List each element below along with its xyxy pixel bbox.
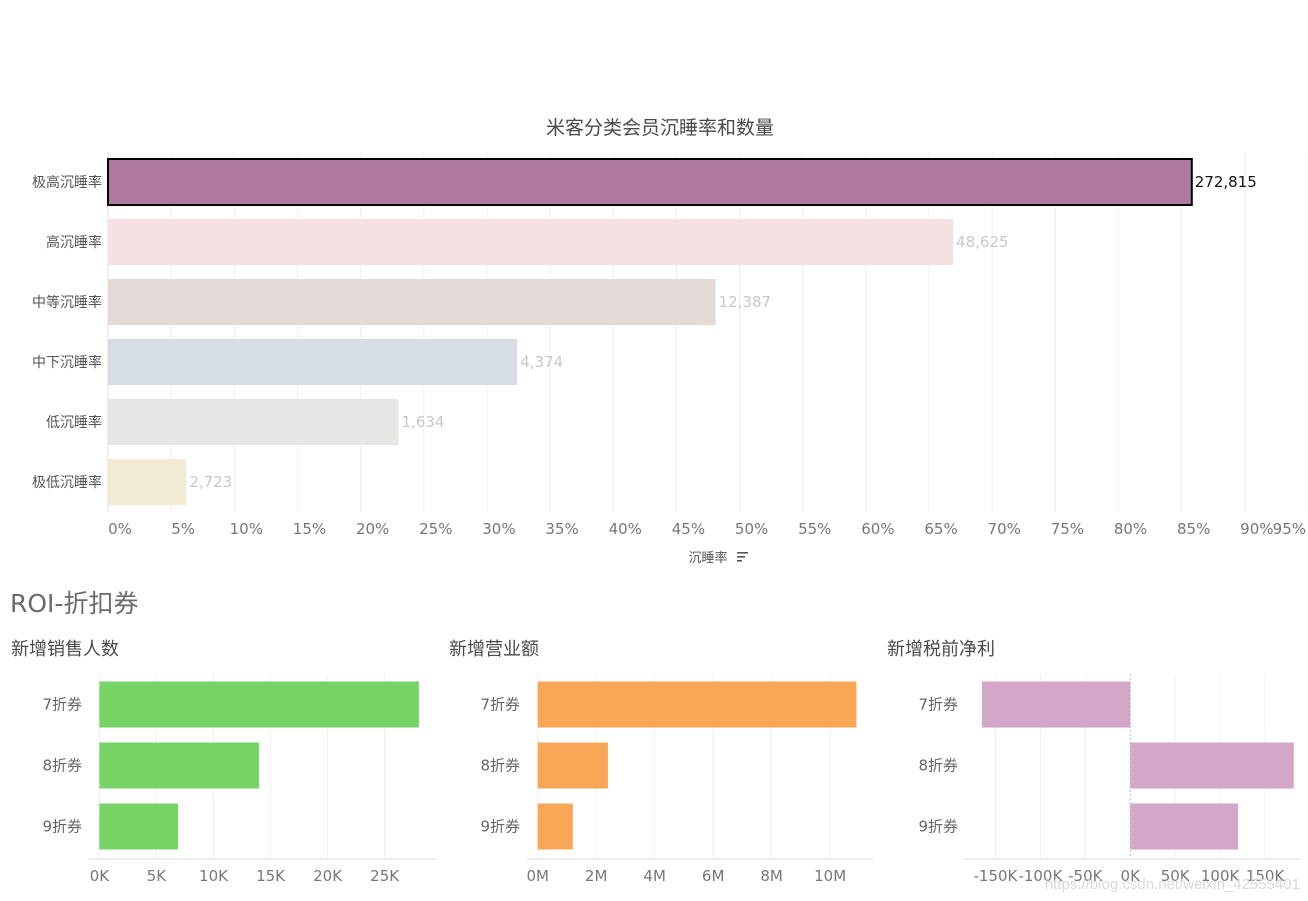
main-bar[interactable] [108, 459, 187, 505]
main-category-label: 中下沉睡率 [32, 354, 102, 371]
small-x-tick-label: 10M [814, 867, 846, 885]
small-x-tick-label: 25K [370, 867, 400, 885]
small-category-label: 8折券 [42, 757, 82, 775]
main-x-tick-label: 85% [1177, 520, 1210, 538]
main-x-tick-label: 30% [482, 520, 515, 538]
main-x-tick-label: 10% [230, 520, 263, 538]
small-chart-title: 新增税前净利 [887, 639, 995, 660]
main-x-tick-label: 0% [108, 520, 132, 538]
small-category-label: 7折券 [480, 696, 520, 714]
small-x-tick-label: 15K [256, 867, 286, 885]
small-category-label: 9折券 [42, 818, 82, 836]
small-chart-revenue: 新增营业额 0M 2M 4M 6M 8M 10M 7折券 8折券 9折券 [449, 639, 874, 885]
main-bar[interactable] [108, 339, 518, 385]
main-data-label: 12,387 [719, 293, 772, 311]
main-x-tick-label: 65% [924, 520, 957, 538]
small-x-tick-label: 6M [702, 867, 725, 885]
small-category-label: 8折券 [918, 757, 958, 775]
small-x-tick-label: 150K [1246, 867, 1286, 885]
main-category-label: 极高沉睡率 [32, 174, 102, 191]
small-bar[interactable] [99, 803, 179, 850]
small-bar[interactable] [1130, 803, 1239, 850]
section-title: ROI-折扣券 [10, 589, 139, 618]
small-x-tick-label: 0K [1121, 867, 1142, 885]
small-chart-net-profit: 新增税前净利 -150K -100K -50K 0K 50K 100K 150K 7折券 8折券 9… [887, 639, 1301, 885]
watermark: https://blog.csdn.net/weixin_42555401 [1044, 876, 1300, 893]
small-x-tick-label: 0M [526, 867, 549, 885]
small-bar[interactable] [537, 681, 857, 728]
small-category-label: 7折券 [918, 696, 958, 714]
small-bar[interactable] [537, 742, 608, 789]
main-data-label: 272,815 [1195, 173, 1257, 191]
small-x-tick-label: -150K [974, 867, 1019, 885]
main-x-axis-label: 沉睡率 [688, 550, 727, 566]
small-x-tick-label: 4M [643, 867, 666, 885]
small-category-label: 8折券 [480, 757, 520, 775]
main-bar[interactable] [108, 399, 399, 445]
small-x-tick-label: 20K [313, 867, 343, 885]
main-data-label: 48,625 [956, 233, 1009, 251]
small-category-label: 7折券 [42, 696, 82, 714]
main-category-label: 中等沉睡率 [32, 294, 102, 311]
main-category-label: 低沉睡率 [46, 414, 102, 431]
main-category-label: 极低沉睡率 [32, 474, 102, 491]
main-chart-title: 米客分类会员沉睡率和数量 [546, 117, 774, 139]
main-x-tick-label: 60% [861, 520, 894, 538]
main-bar[interactable] [107, 158, 1193, 206]
small-bar[interactable] [99, 681, 419, 728]
main-bar[interactable] [108, 279, 716, 325]
main-x-tick-label: 45% [672, 520, 705, 538]
main-x-tick-label: 95% [1273, 520, 1306, 538]
main-x-tick-label: 20% [356, 520, 389, 538]
main-x-tick-label: 35% [545, 520, 578, 538]
small-x-tick-label: 5K [147, 867, 168, 885]
main-x-tick-label: 70% [988, 520, 1021, 538]
small-chart-title: 新增销售人数 [11, 639, 119, 660]
main-x-tick-label: 50% [735, 520, 768, 538]
sort-icon[interactable] [737, 552, 748, 562]
small-bar[interactable] [537, 803, 573, 850]
small-x-tick-label: 50K [1161, 867, 1191, 885]
main-x-tick-label: 90% [1240, 520, 1273, 538]
main-x-tick-label: 80% [1114, 520, 1147, 538]
small-x-tick-label: -50K [1068, 867, 1103, 885]
small-x-tick-label: 100K [1201, 867, 1241, 885]
small-bar[interactable] [99, 742, 260, 789]
small-bar[interactable] [981, 681, 1131, 728]
small-category-label: 9折券 [480, 818, 520, 836]
main-x-tick-label: 40% [609, 520, 642, 538]
small-x-tick-label: 2M [585, 867, 608, 885]
small-x-tick-label: -100K [1018, 867, 1063, 885]
small-x-tick-label: 10K [199, 867, 229, 885]
main-data-label: 2,723 [189, 473, 232, 491]
main-x-tick-label: 15% [293, 520, 326, 538]
main-chart: 米客分类会员沉睡率和数量 极高沉睡率高沉睡率中等沉睡率中下沉睡率低沉睡率极低沉睡… [32, 117, 1308, 566]
small-x-tick-label: 8M [760, 867, 783, 885]
small-chart-sales-count: 新增销售人数 0K 5K 10K 15K 20K 25K 7折券 8折券 9折券 [11, 639, 436, 885]
main-data-label: 4,374 [520, 353, 563, 371]
main-bar[interactable] [108, 219, 954, 265]
main-data-label: 1,634 [402, 413, 445, 431]
small-chart-title: 新增营业额 [449, 639, 539, 660]
small-bar[interactable] [1130, 742, 1294, 789]
main-x-tick-label: 55% [798, 520, 831, 538]
main-x-tick-label: 25% [419, 520, 452, 538]
main-x-tick-label: 5% [171, 520, 195, 538]
small-category-label: 9折券 [918, 818, 958, 836]
small-x-tick-label: 0K [90, 867, 111, 885]
main-x-tick-label: 75% [1051, 520, 1084, 538]
main-category-label: 高沉睡率 [46, 234, 102, 251]
